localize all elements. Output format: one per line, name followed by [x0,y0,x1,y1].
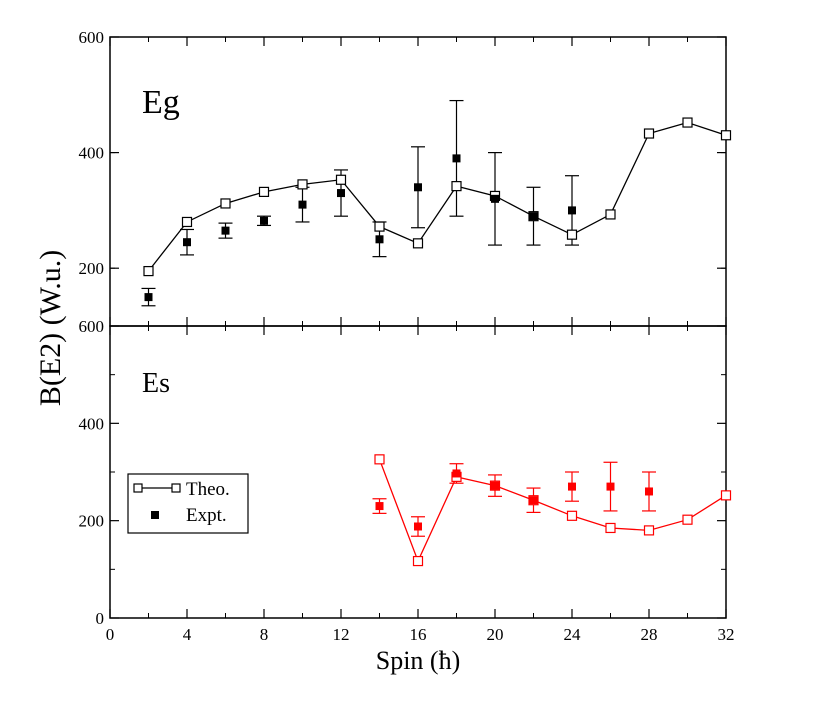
theo-line-es [378,459,727,563]
x-tick-label: 20 [487,625,504,644]
expt-point-eg [452,154,461,163]
y-tick-label: 200 [79,259,105,278]
expt-point-eg [183,238,191,247]
legend: Theo. Expt. [127,473,249,534]
theo-point-eg [643,128,655,139]
theo-point-eg [220,198,231,209]
panel-eg-data [141,99,732,307]
expt-point-eg [298,200,307,209]
y-tick-label: 600 [79,317,105,336]
expt-point-es [375,502,384,511]
expt-point-eg [568,206,576,215]
x-tick-label: 4 [183,625,192,644]
x-axis-label: Spin (ћ) [376,646,461,675]
expt-point-es [645,487,653,496]
expt-point-es [568,482,576,491]
expt-point-eg [491,194,499,203]
legend-theo-marker [171,483,181,493]
x-tick-label: 16 [410,625,427,644]
theo-point-es [374,454,385,465]
theo-point-es [720,490,732,501]
expt-point-eg [529,212,538,221]
expt-point-es [414,522,422,531]
expt-point-es [452,469,461,478]
expt-point-eg [375,235,384,244]
x-tick-label: 8 [260,625,269,644]
theo-point-eg [181,216,193,228]
legend-box [127,473,249,534]
theo-point-eg [605,209,616,220]
panel-es-frame [109,325,727,619]
theo-point-eg [720,130,732,141]
panel-es-label: Es [142,368,170,399]
legend-expt-marker [151,511,159,519]
expt-point-es [529,496,538,505]
panel-eg-label: Eg [142,84,180,121]
y-axis-label: B(E2) (W.u.) [34,250,67,406]
y-tick-label: 600 [79,28,105,47]
expt-point-eg [221,226,230,235]
expt-point-eg [414,183,422,192]
x-tick-label: 12 [333,625,350,644]
theo-point-eg [566,229,578,240]
x-tick-label: 32 [718,625,735,644]
expt-point-eg [144,293,153,302]
expt-point-eg [337,189,345,198]
theo-point-es [643,525,655,536]
theo-point-es [682,514,693,525]
x-tick-label: 24 [564,625,582,644]
theo-point-eg [412,238,424,249]
axis-ticks: 0 4 8 12 16 20 24 28 32 200 400 600 0 200 400 600 [79,28,735,644]
theo-point-eg [374,221,385,232]
theo-point-eg [682,117,693,128]
theo-point-eg [297,179,308,190]
theo-point-eg [335,174,347,185]
theo-point-es [566,510,578,521]
panel-es-data [372,454,732,567]
theo-line-eg [147,121,727,272]
expt-point-eg [260,216,268,225]
y-tick-label: 0 [96,609,105,628]
theo-point-eg [258,186,270,198]
expt-point-es [491,481,499,490]
theo-point-eg [451,181,462,192]
x-tick-label: 28 [641,625,658,644]
legend-theo-label: Theo. [186,479,230,500]
legend-expt-label: Expt. [186,505,227,526]
theo-point-eg [143,265,154,277]
x-tick-label: 0 [106,625,115,644]
legend-theo-marker [133,483,143,493]
y-tick-label: 400 [79,414,105,433]
theo-point-es [605,522,616,534]
y-tick-label: 200 [79,512,105,531]
theo-point-es [412,555,424,567]
y-tick-label: 400 [79,144,105,163]
expt-point-es [606,482,615,491]
